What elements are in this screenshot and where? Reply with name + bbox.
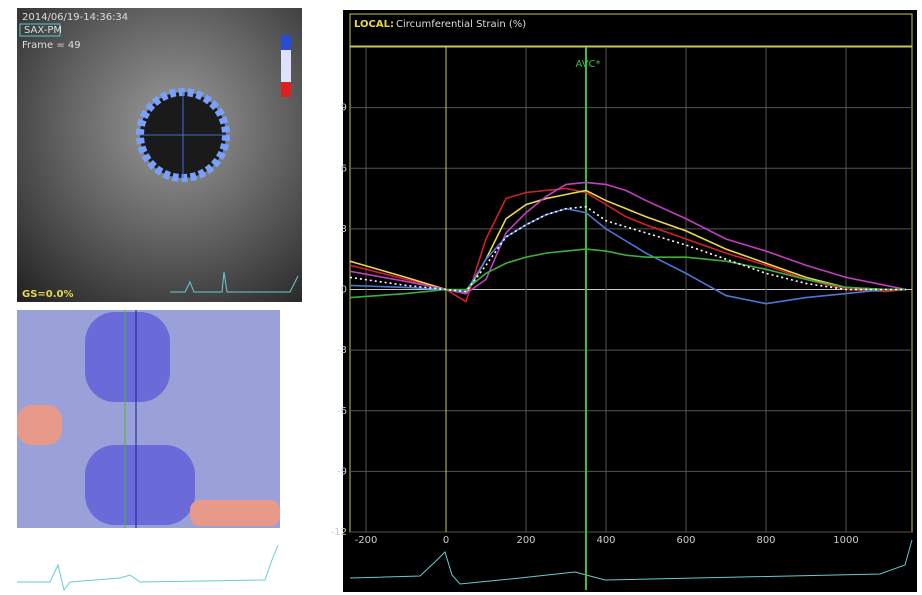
ecg-trace <box>17 545 278 590</box>
chart-title: LOCAL: <box>354 19 394 30</box>
x-tick-label: 800 <box>756 535 775 546</box>
y-tick-label: 6 <box>341 163 347 174</box>
marker-label: AVC* <box>575 59 600 70</box>
y-tick-label: -6 <box>337 406 347 417</box>
x-tick-label: 400 <box>596 535 615 546</box>
x-tick-label: 1000 <box>833 535 858 546</box>
strain-region <box>190 500 280 526</box>
screen: 2014/06/19-14:36:34 SAX-PM Frame = 49 GS… <box>0 0 922 595</box>
x-tick-label: 200 <box>516 535 535 546</box>
color-bar <box>281 35 291 50</box>
y-tick-label: -12 <box>331 527 347 538</box>
strain-region <box>85 312 170 402</box>
y-tick-label: 9 <box>341 103 347 114</box>
y-tick-label: 3 <box>341 224 347 235</box>
view-label: SAX-PM <box>24 25 62 36</box>
strain-region <box>17 405 62 445</box>
strain-region <box>85 445 195 525</box>
timestamp: 2014/06/19-14:36:34 <box>22 12 128 23</box>
chart-subtitle: Circumferential Strain (%) <box>396 19 526 30</box>
color-bar <box>281 82 291 97</box>
x-tick-label: -200 <box>355 535 378 546</box>
frame-label: Frame = 49 <box>22 40 81 51</box>
gain-label: GS=0.0% <box>22 289 74 300</box>
page: {"image_panel": {"timestamp": "2014/06/1… <box>0 0 922 595</box>
x-tick-label: 0 <box>443 535 449 546</box>
chart-panel <box>343 10 917 592</box>
y-tick-label: 0 <box>341 285 347 296</box>
y-tick-label: -3 <box>337 345 347 356</box>
y-tick-label: -9 <box>337 466 347 477</box>
x-tick-label: 600 <box>676 535 695 546</box>
